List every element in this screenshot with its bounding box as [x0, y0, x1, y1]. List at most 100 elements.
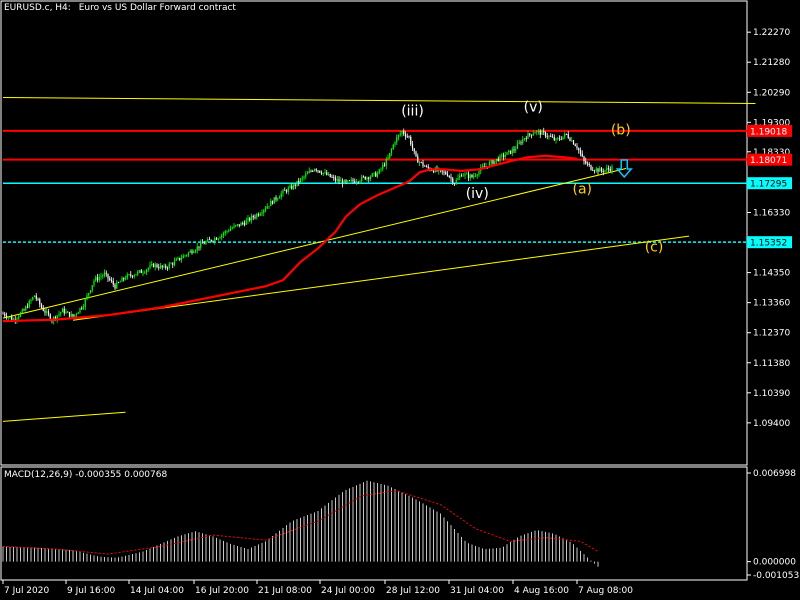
candle-body: [523, 138, 526, 140]
candle-body: [102, 275, 104, 277]
time-tick-label: 31 Jul 04:00: [450, 586, 504, 596]
candle-body: [252, 215, 254, 218]
candle-body: [592, 169, 594, 171]
candle-body: [168, 263, 170, 268]
candle-body: [271, 200, 274, 204]
candle-body: [404, 133, 407, 137]
price-tick-label: 1.18330: [753, 148, 790, 158]
price-tick-label: 1.22270: [753, 28, 790, 38]
candle-body: [296, 180, 298, 186]
candle-body: [98, 277, 100, 281]
candle-body: [187, 252, 190, 255]
candle-body: [256, 214, 258, 218]
moving-average: [2, 154, 578, 323]
candle-body: [411, 144, 414, 149]
candle-body: [37, 298, 39, 300]
candle-body: [509, 150, 512, 154]
candle-body: [207, 239, 209, 242]
candle-body: [571, 140, 573, 142]
candle-body: [263, 210, 265, 213]
macd-label: MACD(12,26,9) -0.000355 0.000768: [4, 470, 168, 480]
candle-body: [275, 197, 277, 200]
candle-body: [203, 243, 205, 245]
candle-body: [543, 131, 545, 133]
candle-body: [380, 168, 382, 170]
candle-body: [299, 178, 302, 183]
candle-body: [75, 313, 78, 315]
candle-body: [205, 241, 207, 244]
candle-body: [597, 168, 599, 172]
candle-body: [488, 162, 491, 167]
horizontal-levels: [3, 129, 747, 243]
macd-tick-label: 0.000000: [753, 558, 796, 568]
candle-body: [424, 165, 426, 167]
candle-body: [317, 170, 319, 172]
candle-body: [233, 225, 235, 228]
macd-histogram: [2, 480, 599, 567]
candle-body: [527, 133, 529, 139]
candle-body: [441, 169, 443, 172]
wave-label: (a): [572, 181, 592, 197]
candle-body: [173, 260, 176, 265]
candle-body: [228, 230, 230, 232]
candle-body: [341, 180, 344, 184]
candle-body: [149, 265, 151, 269]
candle-body: [376, 173, 379, 177]
main-panel-frame: [0, 0, 748, 466]
candle-body: [159, 265, 162, 269]
candle-body: [420, 161, 422, 163]
candle-body: [222, 233, 225, 235]
candle-body: [19, 312, 22, 317]
trend-line: [72, 235, 690, 321]
candle-body: [399, 133, 401, 136]
down-arrow-shape: [615, 159, 633, 179]
candle-body: [387, 157, 389, 160]
candle-body: [84, 299, 86, 307]
level-price-tags: 1.19018 1.18071 1.17295 1.15352: [747, 124, 792, 249]
level-price-tag-support: [747, 177, 792, 190]
time-tick-label: 14 Jul 04:00: [130, 586, 184, 596]
candle-body: [382, 165, 384, 169]
candle-body: [121, 277, 123, 282]
candle-body: [268, 206, 270, 207]
wave-label: (v): [524, 100, 543, 116]
candle-body: [236, 224, 239, 226]
candle-body: [70, 313, 72, 317]
candle-body: [184, 255, 186, 257]
candle-body: [343, 180, 345, 184]
candle-body: [105, 272, 107, 274]
candle-body: [588, 163, 590, 166]
candle-body: [161, 265, 163, 268]
candle-body: [292, 184, 295, 189]
candle-body: [238, 224, 240, 226]
candle-body: [481, 166, 484, 168]
candle-body: [354, 181, 356, 183]
candle-body: [39, 299, 41, 305]
candle-body: [198, 246, 200, 248]
candle-body: [25, 306, 27, 311]
price-tick-label: 1.21280: [753, 58, 790, 68]
candle-body: [340, 180, 342, 182]
candle-body: [208, 239, 211, 241]
candle-body: [140, 270, 142, 274]
candle-body: [371, 173, 373, 177]
trend-line: [2, 96, 756, 105]
candle-body: [432, 170, 435, 173]
candle-body: [287, 187, 289, 192]
candle-body: [186, 254, 188, 256]
candle-body: [445, 172, 447, 175]
candle-body: [65, 311, 67, 314]
candle-body: [583, 156, 585, 162]
price-tick-label: 1.14350: [753, 269, 790, 279]
candle-body: [522, 139, 524, 144]
candle-body: [455, 180, 457, 185]
candle-body: [180, 258, 183, 260]
candle-body: [362, 176, 365, 178]
candle-body: [133, 275, 135, 277]
candle-body: [312, 171, 314, 172]
candle-body: [247, 217, 249, 221]
candle-body: [450, 176, 452, 179]
time-tick-label: 7 Aug 08:00: [578, 586, 633, 596]
candle-body: [530, 134, 533, 136]
